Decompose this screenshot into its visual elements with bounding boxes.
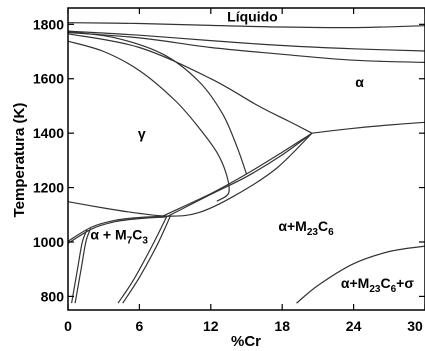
region-label-alpha-m23c6-sigma: α+M23C6+σ bbox=[341, 275, 414, 295]
x-tick-label: 0 bbox=[64, 318, 72, 334]
boundary-line-2 bbox=[67, 30, 425, 52]
region-labels: Líquido α γ α+M23C6 α + M7C3 α+M23C6+σ bbox=[90, 9, 414, 296]
boundary-line-5 bbox=[67, 40, 230, 202]
x-tick-label: 18 bbox=[274, 318, 290, 334]
boundary-line-8 bbox=[167, 132, 313, 217]
boundary-line-7 bbox=[67, 33, 313, 134]
region-label-liquido: Líquido bbox=[227, 9, 278, 25]
boundary-line-9 bbox=[162, 132, 313, 217]
phase-boundaries bbox=[67, 22, 425, 304]
boundary-line-16 bbox=[122, 215, 171, 304]
x-axis-title: %Cr bbox=[231, 333, 261, 350]
y-axis-title: Temperatura (K) bbox=[11, 103, 28, 218]
region-label-alpha-m7c3: α + M7C3 bbox=[90, 226, 148, 246]
y-tick-label: 1600 bbox=[33, 71, 64, 87]
boundary-line-6 bbox=[67, 132, 313, 217]
region-label-alpha-m23c6: α+M23C6 bbox=[278, 218, 334, 238]
x-tick-label: 30 bbox=[407, 318, 423, 334]
boundary-line-13 bbox=[71, 229, 88, 304]
y-tick-label: 1200 bbox=[33, 180, 64, 196]
region-label-gamma: γ bbox=[138, 126, 146, 142]
boundary-line-15 bbox=[117, 216, 168, 304]
x-tick-label: 6 bbox=[136, 318, 144, 334]
x-axis: 0 6 12 18 24 30 bbox=[64, 8, 425, 334]
x-tick-label: 12 bbox=[203, 318, 219, 334]
y-tick-label: 1000 bbox=[33, 234, 64, 250]
y-tick-label: 1800 bbox=[33, 16, 64, 32]
boundary-line-4 bbox=[67, 31, 248, 175]
boundary-line-3 bbox=[67, 31, 425, 63]
boundary-line-11 bbox=[67, 215, 170, 242]
plot-frame bbox=[67, 7, 425, 311]
boundary-line-1 bbox=[67, 22, 425, 29]
y-tick-label: 1400 bbox=[33, 125, 64, 141]
y-axis: 800 1000 1200 1400 1600 1800 bbox=[33, 16, 425, 304]
boundary-line-17 bbox=[296, 245, 425, 304]
boundary-line-12 bbox=[67, 216, 166, 244]
region-label-alpha: α bbox=[355, 74, 364, 90]
boundary-line-14 bbox=[74, 228, 92, 304]
x-tick-label: 24 bbox=[346, 318, 362, 334]
boundary-line-10 bbox=[311, 121, 425, 134]
y-tick-label: 800 bbox=[41, 288, 65, 304]
